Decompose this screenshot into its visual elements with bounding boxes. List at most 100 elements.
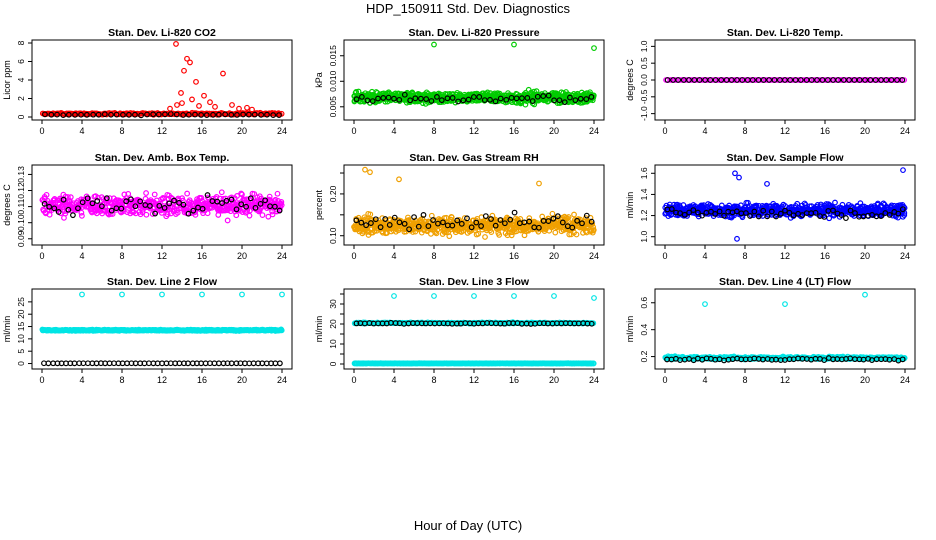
x-tick-label: 8	[431, 126, 436, 136]
data-point	[438, 97, 445, 104]
data-point	[449, 222, 456, 229]
data-point	[204, 210, 211, 217]
x-tick-label: 20	[860, 251, 870, 261]
chart-title: Stan. Dev. Li-820 Pressure	[408, 27, 539, 39]
data-point	[98, 203, 105, 210]
data-point	[364, 97, 371, 104]
y-axis-label: ml/min	[625, 316, 635, 343]
data-point	[83, 111, 90, 118]
outlier-point	[119, 291, 125, 298]
data-point	[204, 192, 211, 198]
data-point	[880, 200, 887, 207]
data-point	[677, 210, 683, 216]
y-tick-label: 0	[16, 114, 26, 119]
y-axis-label: degrees C	[625, 59, 635, 101]
x-tick-label: 8	[742, 251, 747, 261]
data-point	[588, 94, 595, 100]
data-point	[171, 197, 177, 204]
y-tick-label: 0.12	[16, 182, 26, 199]
x-tick-label: 8	[119, 375, 124, 385]
data-point	[835, 77, 842, 83]
data-point	[446, 233, 453, 240]
data-point	[773, 213, 779, 220]
chart-title: Stan. Dev. Amb. Box Temp.	[95, 152, 230, 164]
x-tick-label: 16	[197, 375, 207, 385]
data-point	[832, 199, 838, 206]
data-point	[588, 218, 595, 225]
outlier-point	[239, 291, 245, 298]
data-point	[60, 112, 67, 119]
data-point	[238, 190, 245, 197]
data-point	[251, 191, 258, 197]
data-point	[699, 212, 705, 219]
data-point	[795, 77, 802, 83]
data-point	[123, 198, 130, 205]
chart-panel-4: Stan. Dev. Amb. Box Temp.degrees C0 4 8 12 1…	[2, 152, 293, 261]
y-tick-label: 0.005	[328, 96, 338, 118]
data-point	[843, 215, 849, 222]
data-point	[695, 209, 701, 216]
data-point	[156, 202, 163, 209]
data-point	[899, 206, 906, 213]
data-point	[497, 95, 504, 102]
data-point	[391, 214, 398, 221]
data-point	[549, 210, 556, 217]
data-point	[247, 195, 254, 202]
outlier-point	[178, 90, 184, 96]
y-tick-label: 1.6	[639, 167, 649, 179]
data-point	[482, 234, 488, 240]
y-tick-label: 10	[16, 334, 26, 344]
data-point	[540, 93, 547, 99]
outlier-point	[900, 167, 906, 174]
data-point	[128, 196, 134, 203]
data-point	[271, 203, 278, 210]
data-point	[224, 217, 231, 224]
data-point	[465, 96, 472, 103]
data-point	[449, 95, 456, 101]
data-point	[718, 77, 725, 83]
data-point	[417, 95, 424, 102]
data-point	[103, 195, 110, 202]
y-tick-label: 20	[16, 309, 26, 319]
data-point	[79, 212, 85, 219]
data-point	[583, 96, 590, 102]
data-point	[787, 77, 794, 83]
data-point	[84, 195, 91, 202]
data-point	[826, 215, 833, 222]
data-point	[739, 77, 746, 83]
x-tick-label: 12	[157, 251, 167, 261]
data-point	[94, 198, 101, 204]
data-point	[54, 111, 60, 118]
data-point	[262, 197, 269, 204]
y-tick-label: 0.0	[639, 74, 649, 86]
data-point	[478, 223, 484, 229]
x-tick-label: 0	[39, 126, 44, 136]
data-point	[276, 207, 283, 214]
x-tick-label: 12	[469, 126, 479, 136]
data-point	[180, 201, 187, 208]
data-point	[151, 191, 158, 198]
x-tick-label: 20	[549, 126, 559, 136]
data-point	[215, 111, 222, 118]
outlier-point	[551, 293, 557, 299]
y-tick-label: 0.4	[639, 323, 649, 335]
data-point	[708, 208, 714, 215]
data-point	[95, 194, 101, 201]
data-point	[164, 211, 171, 218]
data-point	[760, 77, 767, 83]
outlier-point	[591, 295, 597, 301]
x-tick-label: 4	[391, 251, 396, 261]
data-point	[668, 206, 675, 212]
data-point	[234, 112, 240, 118]
data-point	[458, 220, 465, 227]
y-tick-label: 0.20	[328, 185, 338, 202]
y-tick-label: 1.0	[639, 40, 649, 52]
data-point	[166, 200, 173, 207]
outlier-point	[159, 291, 165, 298]
x-tick-label: 8	[431, 251, 436, 261]
x-tick-label: 8	[431, 375, 436, 385]
data-point	[425, 223, 432, 230]
data-point	[67, 194, 74, 201]
data-point	[161, 198, 168, 205]
